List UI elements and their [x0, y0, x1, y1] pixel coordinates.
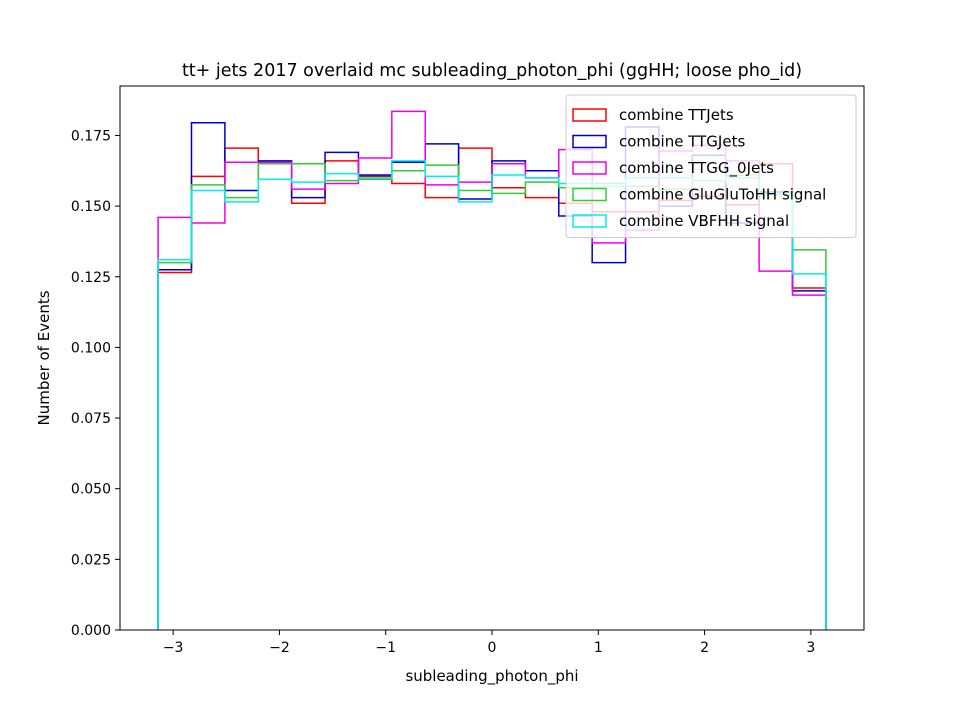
y-tick-label: 0.050 — [71, 482, 111, 498]
x-tick-label: 0 — [488, 640, 497, 656]
legend: combine TTJets combine TTGJets combine TTG… — [566, 95, 856, 238]
x-tick-label: 1 — [594, 640, 603, 656]
x-tick-label: −3 — [163, 640, 184, 656]
legend-label: combine VBFHH signal — [619, 212, 789, 230]
legend-label: combine TTJets — [619, 106, 734, 124]
y-tick-label: 0.125 — [71, 270, 111, 286]
legend-label: combine GluGluToHH signal — [619, 186, 826, 204]
y-axis-label: Number of Events — [35, 290, 53, 425]
y-tick-label: 0.150 — [71, 199, 111, 215]
y-tick-label: 0.100 — [71, 340, 111, 356]
x-axis-label: subleading_photon_phi — [405, 667, 578, 686]
y-tick-label: 0.000 — [71, 623, 111, 639]
x-tick-label: −1 — [375, 640, 396, 656]
y-tick-label: 0.025 — [71, 552, 111, 568]
chart-title: tt+ jets 2017 overlaid mc subleading_pho… — [182, 61, 802, 81]
x-tick-label: −2 — [269, 640, 290, 656]
x-tick-label: 3 — [806, 640, 815, 656]
y-tick-label: 0.075 — [71, 411, 111, 427]
y-tick-label: 0.175 — [71, 128, 111, 144]
legend-label: combine TTGG_0Jets — [619, 159, 774, 178]
legend-label: combine TTGJets — [619, 133, 745, 151]
x-tick-label: 2 — [700, 640, 709, 656]
